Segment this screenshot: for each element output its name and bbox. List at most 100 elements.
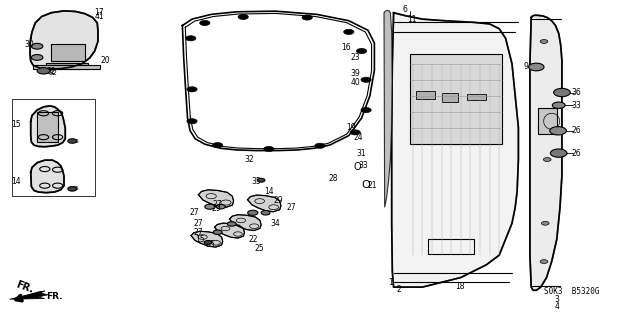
- Circle shape: [257, 178, 265, 182]
- Text: 35: 35: [72, 139, 79, 145]
- Text: 21: 21: [368, 181, 377, 189]
- Text: 40: 40: [350, 78, 360, 87]
- Text: 23: 23: [350, 53, 360, 62]
- Circle shape: [540, 40, 548, 43]
- Text: 26: 26: [571, 149, 581, 158]
- Text: 24: 24: [353, 133, 364, 142]
- Circle shape: [261, 211, 270, 215]
- Circle shape: [550, 127, 566, 135]
- Bar: [448, 105, 493, 144]
- Circle shape: [187, 87, 197, 92]
- Text: FR.: FR.: [46, 292, 63, 300]
- Circle shape: [216, 204, 225, 209]
- Circle shape: [205, 204, 215, 209]
- Polygon shape: [230, 215, 261, 230]
- Text: 33: 33: [571, 101, 581, 110]
- Text: 27: 27: [193, 228, 204, 237]
- Circle shape: [554, 88, 570, 97]
- Circle shape: [264, 146, 274, 152]
- Text: 19: 19: [346, 123, 356, 132]
- Circle shape: [213, 230, 222, 234]
- Text: 32: 32: [48, 70, 57, 76]
- Text: 15: 15: [11, 120, 21, 129]
- Text: 14: 14: [11, 177, 21, 186]
- Circle shape: [361, 108, 371, 113]
- Polygon shape: [30, 11, 98, 69]
- Text: 14: 14: [264, 187, 274, 196]
- Circle shape: [361, 77, 371, 82]
- Circle shape: [68, 187, 77, 191]
- Circle shape: [350, 130, 360, 135]
- Text: 41: 41: [94, 12, 104, 21]
- Circle shape: [315, 143, 325, 148]
- Text: 17: 17: [94, 8, 104, 17]
- Text: 15: 15: [195, 235, 205, 244]
- Text: 9: 9: [524, 63, 529, 71]
- Circle shape: [550, 149, 567, 157]
- Circle shape: [540, 260, 548, 263]
- Text: 32: 32: [46, 67, 56, 76]
- Text: 28: 28: [328, 174, 337, 183]
- Text: FR.: FR.: [14, 279, 35, 295]
- Text: 34: 34: [270, 219, 280, 228]
- Circle shape: [552, 102, 565, 108]
- Text: 11: 11: [407, 15, 416, 24]
- Text: 31: 31: [356, 149, 367, 158]
- Text: 39: 39: [350, 69, 360, 78]
- Circle shape: [238, 14, 248, 19]
- Circle shape: [344, 29, 354, 34]
- Circle shape: [529, 63, 544, 71]
- Circle shape: [541, 221, 549, 225]
- Text: 27: 27: [286, 203, 296, 212]
- Polygon shape: [384, 11, 392, 207]
- Bar: [428, 239, 474, 254]
- Circle shape: [186, 36, 196, 41]
- Circle shape: [543, 158, 551, 161]
- Bar: [37, 112, 58, 142]
- Text: S0K3  B5320G: S0K3 B5320G: [544, 287, 600, 296]
- Text: 30: 30: [24, 40, 34, 48]
- Circle shape: [227, 222, 236, 226]
- Polygon shape: [214, 223, 244, 238]
- Text: 1: 1: [388, 278, 393, 287]
- Text: O: O: [353, 161, 361, 172]
- Polygon shape: [10, 291, 48, 299]
- Text: 20: 20: [100, 56, 111, 65]
- Text: 35: 35: [72, 186, 79, 191]
- Text: 27: 27: [193, 219, 204, 228]
- Polygon shape: [248, 195, 281, 212]
- Polygon shape: [198, 190, 234, 207]
- Polygon shape: [530, 15, 562, 290]
- Polygon shape: [31, 106, 65, 147]
- Text: 29: 29: [273, 197, 284, 205]
- Bar: [442, 93, 458, 102]
- Text: 27: 27: [212, 200, 223, 209]
- Bar: [51, 44, 85, 61]
- Text: 36: 36: [571, 88, 581, 97]
- Bar: [46, 63, 88, 69]
- Circle shape: [248, 210, 258, 215]
- Bar: [416, 91, 435, 99]
- Bar: [467, 94, 486, 100]
- Circle shape: [302, 15, 312, 20]
- Circle shape: [200, 20, 210, 26]
- Bar: [12, 99, 95, 196]
- Text: 16: 16: [340, 43, 351, 52]
- Text: 29: 29: [211, 204, 221, 213]
- Circle shape: [212, 143, 223, 148]
- Circle shape: [37, 68, 50, 74]
- Circle shape: [31, 43, 43, 49]
- Circle shape: [31, 55, 43, 60]
- Circle shape: [356, 48, 367, 54]
- Polygon shape: [191, 231, 223, 247]
- Bar: [33, 65, 100, 69]
- Text: 18: 18: [455, 282, 464, 291]
- Text: 26: 26: [571, 126, 581, 135]
- Text: 32: 32: [244, 155, 255, 164]
- Polygon shape: [392, 13, 518, 287]
- Text: 35: 35: [251, 177, 261, 186]
- Text: 25: 25: [254, 244, 264, 253]
- Circle shape: [187, 119, 197, 124]
- Circle shape: [204, 241, 212, 244]
- Bar: [450, 108, 491, 141]
